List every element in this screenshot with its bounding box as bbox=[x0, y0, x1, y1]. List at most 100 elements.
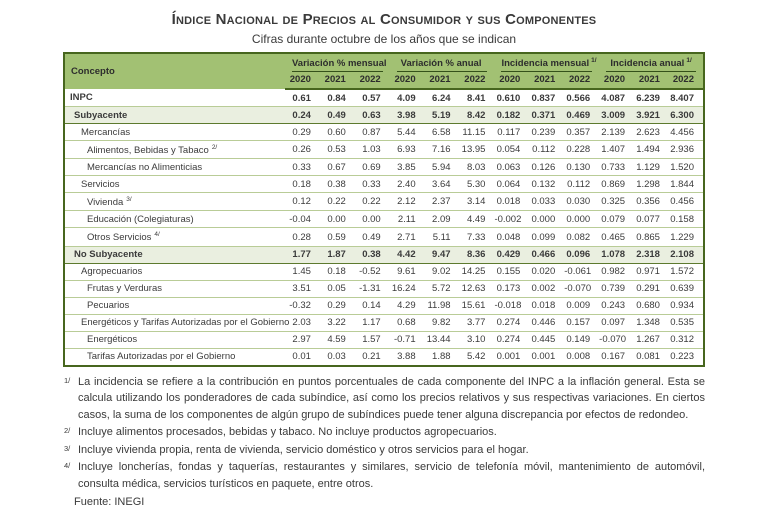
value-cell: 0.865 bbox=[634, 227, 669, 247]
year-header-row: 2020 2021 2022 2020 2021 2022 2020 2021 2022 2020… bbox=[64, 72, 704, 91]
value-cell: 0.869 bbox=[599, 175, 635, 194]
value-cell: 12.63 bbox=[459, 280, 495, 298]
value-cell: 0.18 bbox=[285, 175, 320, 194]
value-cell: 0.05 bbox=[319, 280, 355, 298]
value-cell: 8.36 bbox=[459, 245, 495, 264]
table-row: INPC 0.61 0.84 0.57 4.09 6.24 8.41 0.610 0.837 0.… bbox=[64, 89, 704, 108]
value-cell: 0.21 bbox=[354, 348, 390, 367]
value-cell: 5.42 bbox=[459, 348, 495, 367]
value-cell: 0.33 bbox=[354, 175, 390, 194]
year-header: 2020 bbox=[285, 72, 320, 91]
value-cell: 0.274 bbox=[494, 331, 530, 349]
value-cell: 0.001 bbox=[494, 348, 530, 367]
value-cell: 0.18 bbox=[319, 263, 355, 281]
value-cell: 4.29 bbox=[389, 297, 425, 315]
page-subtitle: Cifras durante octubre de los años que s… bbox=[251, 32, 517, 46]
year-header: 2022 bbox=[354, 72, 390, 91]
value-cell: 0.243 bbox=[599, 297, 635, 315]
value-cell: 0.445 bbox=[529, 331, 565, 349]
value-cell: 0.535 bbox=[668, 314, 704, 332]
value-cell: -0.04 bbox=[285, 210, 320, 229]
value-cell: 0.033 bbox=[529, 192, 565, 212]
value-cell: -0.71 bbox=[389, 331, 425, 349]
value-cell: 0.61 bbox=[285, 89, 320, 108]
value-cell: 3.10 bbox=[459, 331, 495, 349]
value-cell: 8.41 bbox=[459, 89, 495, 108]
value-cell: 0.59 bbox=[319, 227, 355, 247]
value-cell: 1.267 bbox=[634, 331, 669, 349]
value-cell: 9.02 bbox=[424, 263, 460, 281]
value-cell: 3.98 bbox=[389, 106, 425, 125]
value-cell: 2.139 bbox=[599, 123, 635, 142]
concept-cell: Alimentos, Bebidas y Tabaco 2/ bbox=[64, 140, 285, 160]
footnote-ref: 1/ bbox=[591, 57, 597, 64]
value-cell: 0.53 bbox=[319, 140, 355, 160]
value-cell: 16.24 bbox=[389, 280, 425, 298]
value-cell: 4.49 bbox=[459, 210, 495, 229]
value-cell: 3.64 bbox=[424, 175, 460, 194]
footnotes: 1/La incidencia se refiere a la contribu… bbox=[63, 374, 705, 511]
value-cell: 0.082 bbox=[564, 227, 600, 247]
value-cell: 0.223 bbox=[668, 348, 704, 367]
value-cell: 0.155 bbox=[494, 263, 530, 281]
table-row: Mercancías no Alimenticias 0.33 0.67 0.69 3.… bbox=[64, 158, 704, 177]
footnote-ref: 4/ bbox=[154, 230, 160, 238]
group-label: Variación % mensual bbox=[292, 58, 387, 70]
value-cell: 1.407 bbox=[599, 140, 635, 160]
value-cell: 8.03 bbox=[459, 158, 495, 177]
value-cell: 0.00 bbox=[319, 210, 355, 229]
value-cell: 0.132 bbox=[529, 175, 565, 194]
value-cell: 0.49 bbox=[354, 227, 390, 247]
value-cell: 4.42 bbox=[389, 245, 425, 264]
table-row: Alimentos, Bebidas y Tabaco 2/0.26 0.53 1.0… bbox=[64, 140, 704, 160]
value-cell: 2.37 bbox=[424, 192, 460, 212]
value-cell: 0.371 bbox=[529, 106, 565, 125]
value-cell: 0.934 bbox=[668, 297, 704, 315]
footnote-text: Incluye alimentos procesados, bebidas y … bbox=[78, 426, 497, 439]
value-cell: 0.469 bbox=[564, 106, 600, 125]
value-cell: 5.11 bbox=[424, 227, 460, 247]
value-cell: 8.407 bbox=[668, 89, 704, 108]
value-cell: 1.03 bbox=[354, 140, 390, 160]
group-header-variacion-mensual: Variación % mensual bbox=[285, 53, 390, 73]
value-cell: 1.572 bbox=[668, 263, 704, 281]
value-cell: 0.173 bbox=[494, 280, 530, 298]
value-cell: 0.837 bbox=[529, 89, 565, 108]
value-cell: 0.33 bbox=[285, 158, 320, 177]
group-label: Variación % anual bbox=[400, 58, 482, 70]
value-cell: 0.239 bbox=[529, 123, 565, 142]
value-cell: 0.87 bbox=[354, 123, 390, 142]
table-row: Tarifas Autorizadas por el Gobierno 0.01 0… bbox=[64, 348, 704, 367]
group-header-row: Concepto Variación % mensual Variación %… bbox=[64, 53, 704, 90]
value-cell: 0.29 bbox=[285, 123, 320, 142]
value-cell: 2.108 bbox=[668, 245, 704, 264]
value-cell: -0.32 bbox=[285, 297, 320, 315]
concept-cell: Energéticos y Tarifas Autorizadas por el… bbox=[64, 314, 289, 332]
footnote-text: Incluye vivienda propia, renta de vivien… bbox=[78, 443, 529, 456]
year-header: 2020 bbox=[494, 72, 530, 91]
table-row: Vivienda 3/0.12 0.22 0.22 2.12 2.37 3.14 0.018 0… bbox=[64, 192, 704, 212]
concept-cell: Energéticos bbox=[64, 331, 285, 349]
year-header: 2021 bbox=[634, 72, 669, 91]
value-cell: 0.29 bbox=[319, 297, 355, 315]
value-cell: 0.126 bbox=[529, 158, 565, 177]
footnote-ref: 3/ bbox=[126, 195, 132, 203]
value-cell: 7.16 bbox=[424, 140, 460, 160]
value-cell: 0.982 bbox=[599, 263, 635, 281]
value-cell: 5.44 bbox=[389, 123, 425, 142]
value-cell: 4.087 bbox=[599, 89, 635, 108]
source-line: Fuente: INEGI bbox=[74, 496, 145, 509]
value-cell: 3.51 bbox=[285, 280, 320, 298]
value-cell: -0.070 bbox=[599, 331, 635, 349]
footnote-1: 1/La incidencia se refiere a la contribu… bbox=[63, 374, 705, 424]
value-cell: 15.61 bbox=[459, 297, 495, 315]
table-row: Frutas y Verduras 3.51 0.05 -1.31 16.24 5.72 1… bbox=[64, 280, 704, 298]
value-cell: 1.229 bbox=[668, 227, 704, 247]
value-cell: 6.300 bbox=[668, 106, 704, 125]
value-cell: 0.158 bbox=[668, 210, 704, 229]
value-cell: 1.77 bbox=[285, 245, 320, 264]
value-cell: 3.85 bbox=[389, 158, 425, 177]
table-row: Pecuarios -0.32 0.29 0.14 4.29 11.98 15.61 -0.0… bbox=[64, 297, 704, 315]
value-cell: 2.936 bbox=[668, 140, 704, 160]
value-cell: 3.22 bbox=[319, 314, 355, 332]
